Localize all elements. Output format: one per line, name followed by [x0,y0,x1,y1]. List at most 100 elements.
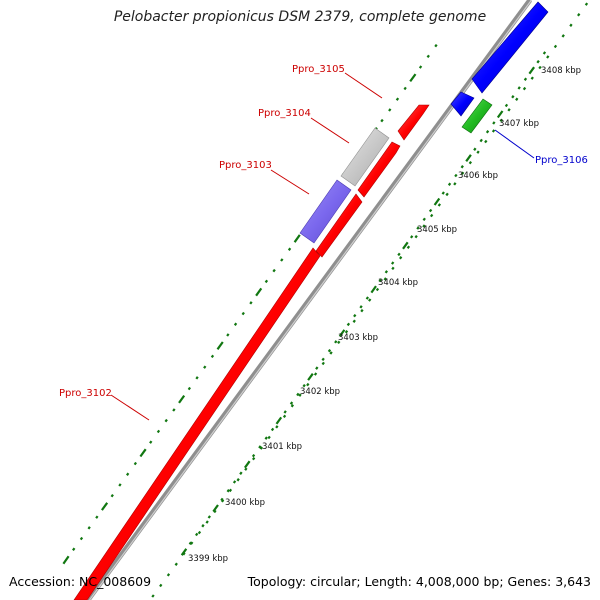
scale-label: 3407 kbp [499,119,539,129]
track-dot [399,256,403,260]
track-dot [334,340,338,344]
track-long-tick [62,555,70,565]
gene-feature-ppro-3104-second-strand[interactable] [357,141,401,198]
track-dot [264,279,269,284]
track-dot [460,171,465,175]
track-dot [507,108,511,112]
scale-label: 3401 kbp [262,442,302,452]
track-long-tick [139,448,147,458]
track-dot [87,526,91,530]
svg-text:Ppro_3106: Ppro_3106 [535,155,588,166]
track-dot [422,217,426,222]
track-dot [306,382,310,387]
track-long-tick [433,197,441,206]
track-dot [166,573,171,577]
scale-track [180,51,547,556]
track-dot [414,234,418,239]
track-dot [395,97,400,101]
track-dot [264,436,268,440]
track-dot [241,311,245,316]
track-dot [352,319,356,323]
track-dot [296,392,300,397]
gene-label-ppro-3103: Ppro_3103 [219,160,310,195]
track-dot [298,393,302,397]
track-dot [468,160,472,165]
track-dot [72,547,76,551]
track-dot [110,493,114,498]
track-dot [422,224,426,228]
track-dot [460,165,464,169]
scale-label: 3404 kbp [378,278,418,288]
track-dot [195,532,199,537]
track-dot [383,277,387,281]
track-dot [542,51,547,55]
track-dot [327,348,332,353]
track-dot [492,121,496,125]
track-dot [391,266,395,271]
track-dot [504,103,509,108]
track-dot [188,541,192,545]
track-dot [430,213,434,218]
track-dot [368,298,372,302]
scale-label: 3405 kbp [417,225,457,235]
track-long-tick [409,73,417,83]
track-long-tick [212,504,219,513]
track-long-tick [101,502,109,511]
gene-feature-ppro-3102[interactable] [73,247,321,600]
svg-text:Ppro_3105: Ppro_3105 [292,64,345,75]
track-dot [397,252,401,257]
gene-feature-green[interactable] [461,98,493,134]
right-gc-track [151,2,589,598]
gene-label-ppro-3102: Ppro_3102 [59,388,150,421]
gene-feature-ppro-3105[interactable] [397,104,430,141]
track-long-tick [178,394,186,404]
track-dot [210,354,215,359]
track-dot [289,401,294,405]
svg-text:Ppro_3103: Ppro_3103 [219,160,272,171]
track-dot [156,429,161,434]
track-dot [515,97,519,101]
track-dot [149,440,153,444]
track-dot [270,427,275,432]
track-dot [151,594,155,598]
track-dot [499,118,503,123]
track-dot [213,509,217,514]
track-dot [267,435,271,440]
track-dot [538,65,542,70]
track-dot [79,536,84,541]
track-dot [522,86,527,91]
track-dot [283,410,287,414]
track-long-tick [244,460,251,469]
track-dot [346,322,351,327]
track-dot [187,386,191,391]
track-dot [403,86,407,91]
track-dot [517,86,521,90]
track-dot [445,192,449,197]
track-dot [195,376,199,380]
track-long-tick [338,329,346,338]
track-dot [118,483,122,487]
scale-label: 3408 kbp [541,66,581,76]
track-long-tick [465,154,472,162]
track-dot [272,268,276,273]
track-dot [491,129,496,133]
track-dot [418,65,423,69]
track-dot [159,583,163,588]
track-dot [172,408,176,412]
gene-label-ppro-3105: Ppro_3105 [292,64,383,99]
gene-feature-ppro-3103[interactable] [299,179,352,244]
track-dot [441,191,445,195]
track-dot [174,562,178,566]
track-dot [479,138,483,143]
track-dot [485,130,490,134]
track-dot [233,322,238,326]
gene-feature-ppro-3103-second-strand[interactable] [315,193,363,258]
track-dot [258,445,262,449]
gene-feature-ppro-3106[interactable] [450,1,549,117]
gene-feature-ppro-3104[interactable] [340,127,390,187]
svg-text:Ppro_3104: Ppro_3104 [258,108,311,119]
track-dot [226,489,230,493]
track-long-tick [293,234,301,243]
track-dot [561,34,565,38]
track-dot [321,361,325,366]
